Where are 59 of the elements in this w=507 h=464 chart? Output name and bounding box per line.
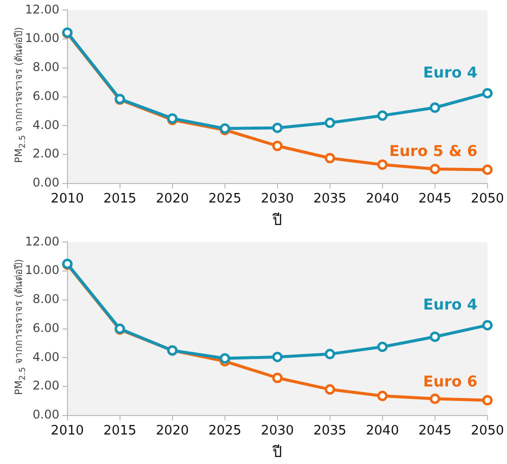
- point: [482, 394, 493, 406]
- x-tick-label: 2010: [50, 424, 84, 439]
- point: [482, 320, 493, 330]
- x-tick-label: 2015: [103, 192, 136, 207]
- point: [377, 110, 388, 121]
- x-axis-title: ปี: [271, 442, 282, 461]
- y-tick-label: 8.00: [32, 60, 60, 74]
- point: [377, 159, 388, 170]
- x-tick-label: 2040: [366, 424, 399, 439]
- y-tick-label: 6.00: [32, 88, 60, 103]
- y-tick-label: 2.00: [32, 146, 60, 161]
- point: [272, 372, 283, 384]
- y-tick-label: 10.00: [24, 31, 60, 46]
- point: [430, 102, 440, 113]
- series-label: Euro 4: [423, 64, 478, 82]
- x-tick-label: 2010: [50, 192, 84, 207]
- x-tick-label: 2020: [156, 192, 189, 207]
- y-tick-label: 2.00: [32, 378, 60, 393]
- y-tick-label: 12.00: [24, 2, 60, 16]
- point: [324, 152, 336, 164]
- x-axis-title: ปี: [271, 210, 282, 229]
- point: [430, 394, 440, 404]
- y-tick-label: 0.00: [32, 176, 60, 190]
- y-tick-label: 8.00: [32, 292, 60, 306]
- x-tick-label: 2015: [103, 424, 136, 439]
- point: [220, 353, 230, 364]
- x-tick-label: 2040: [366, 192, 399, 207]
- point: [324, 384, 336, 395]
- point: [377, 390, 388, 402]
- point: [482, 164, 493, 175]
- y-tick-label: 12.00: [24, 234, 60, 248]
- point: [377, 342, 388, 352]
- point: [324, 348, 336, 360]
- x-tick-label: 2020: [156, 424, 189, 439]
- y-tick-label: 6.00: [32, 320, 60, 335]
- y-tick-label: 4.00: [32, 118, 60, 132]
- series-label: Euro 5 & 6: [389, 142, 478, 160]
- point: [272, 140, 283, 152]
- series-label: Euro 6: [423, 372, 478, 391]
- point: [272, 122, 283, 134]
- point: [430, 331, 440, 342]
- point: [324, 118, 336, 128]
- x-tick-label: 2035: [313, 192, 346, 207]
- x-tick-label: 2050: [470, 192, 504, 207]
- x-tick-label: 2030: [260, 192, 294, 207]
- x-tick-label: 2035: [313, 424, 346, 439]
- x-tick-label: 2045: [418, 424, 452, 439]
- x-tick-label: 2030: [260, 424, 294, 439]
- x-tick-label: 2050: [470, 424, 504, 439]
- x-tick-label: 2025: [208, 192, 242, 207]
- y-tick-label: 4.00: [32, 350, 60, 364]
- x-tick-label: 2025: [208, 424, 242, 439]
- x-tick-label: 2045: [418, 192, 452, 207]
- y-tick-label: 10.00: [24, 263, 60, 278]
- point: [482, 88, 493, 98]
- series-label: Euro 4: [423, 296, 478, 314]
- point: [272, 352, 283, 362]
- point: [430, 164, 440, 174]
- y-tick-label: 0.00: [32, 408, 60, 422]
